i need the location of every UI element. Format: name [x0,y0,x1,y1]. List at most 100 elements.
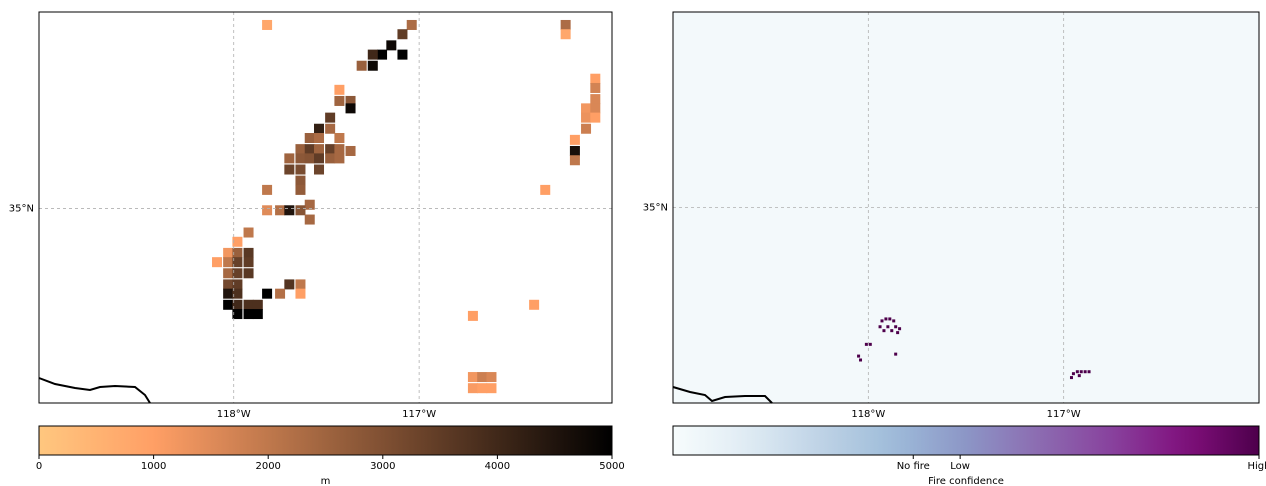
data-cell [477,372,487,382]
data-cell [892,319,895,322]
data-cell [223,268,233,278]
data-cell [295,289,305,299]
data-cell [1088,370,1091,373]
data-cell [346,103,356,113]
data-cell [334,85,344,95]
data-cell [295,153,305,163]
colorbar-tick-label: 1000 [141,461,166,472]
data-cell [295,185,305,195]
data-cell [253,309,263,319]
data-cell [590,103,600,113]
data-cell [1084,370,1087,373]
data-cell [305,144,315,154]
data-cell [244,248,254,258]
x-tick-label: 117°W [402,409,436,420]
data-cell [397,50,407,60]
colorbar-tick-label: High [1248,461,1266,472]
coastline [39,378,150,403]
data-cell [305,133,315,143]
data-cell [368,61,378,71]
data-cell [890,329,893,332]
data-cell [1070,376,1073,379]
data-cell [468,372,478,382]
data-cell [346,146,356,156]
data-cell [314,133,324,143]
data-cell [223,279,233,289]
data-cell [262,20,272,30]
data-cell [325,144,335,154]
data-cell [884,317,887,320]
data-cell [314,144,324,154]
data-cell [894,353,897,356]
data-cell [223,289,233,299]
data-cell [262,205,272,215]
data-cell [244,300,254,310]
x-tick-label: 118°W [217,409,251,420]
data-cell [865,343,868,346]
figure: 118°W117°W35°N010002000300040005000m118°… [0,0,1266,486]
data-cell [1076,370,1079,373]
data-cell [334,133,344,143]
data-cell [896,331,899,334]
x-tick-label: 118°W [851,409,885,420]
data-cell [540,185,550,195]
data-cell [386,40,396,50]
x-tick-label: 117°W [1047,409,1081,420]
data-cell [869,343,872,346]
data-cell [561,20,571,30]
data-cell [529,300,539,310]
data-cell [888,317,891,320]
data-cell [295,176,305,186]
colorbar-label: m [321,476,331,486]
data-cell [468,311,478,321]
data-cell [486,372,496,382]
data-cell [295,165,305,175]
data-cell [262,289,272,299]
data-cell [295,279,305,289]
data-cell [590,113,600,123]
data-cell [212,257,222,267]
data-cell [284,153,294,163]
colorbar-tick-label: No fire [897,461,930,472]
data-cell [857,355,860,358]
data-cell [581,113,591,123]
data-cell [334,153,344,163]
data-cell [886,325,889,328]
data-cell [223,248,233,258]
colorbar-tick-label: 0 [36,461,42,472]
data-cell [262,185,272,195]
data-cell [377,50,387,60]
data-cell [590,94,600,104]
data-cell [314,124,324,134]
data-cell [1080,370,1083,373]
data-cell [253,300,263,310]
data-cell [334,144,344,154]
data-cell [244,268,254,278]
data-cell [244,309,254,319]
data-cell [325,113,335,123]
data-cell [275,205,285,215]
data-cell [468,383,478,393]
data-cell [325,153,335,163]
data-cell [305,153,315,163]
data-cell [284,165,294,175]
data-cell [881,319,884,322]
data-cell [223,300,233,310]
data-cell [397,29,407,39]
data-cell [357,61,367,71]
colorbar-tick-label: 5000 [599,461,624,472]
data-cell [325,124,335,134]
data-cell [223,257,233,267]
data-cell [882,329,885,332]
data-cell [284,205,294,215]
data-cell [859,358,862,361]
data-cell [314,165,324,175]
data-cell [407,20,417,30]
colorbar-tick-label: Low [950,461,970,472]
colorbar-tick-label: 4000 [485,461,510,472]
data-cell [894,325,897,328]
data-cell [244,228,254,238]
data-cell [477,383,487,393]
data-cell [570,146,580,156]
data-cell [1072,372,1075,375]
